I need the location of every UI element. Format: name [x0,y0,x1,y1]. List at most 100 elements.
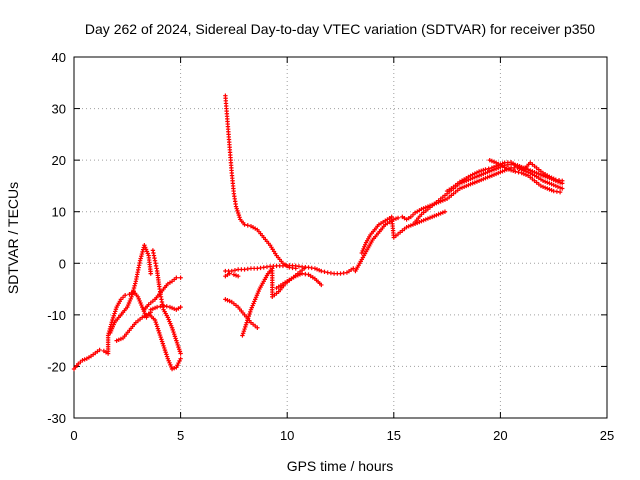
data-point [231,272,237,277]
data-point [236,212,242,218]
data-point [163,350,168,355]
data-point [551,182,556,188]
data-point [472,175,478,180]
data-point [468,182,473,187]
data-point [479,172,484,177]
data-point [111,313,116,318]
data-point [113,309,118,314]
data-point [157,332,163,338]
data-point [496,170,501,176]
data-point [138,256,143,261]
data-point [131,285,137,291]
data-point [351,266,356,271]
y-tick-label: -30 [47,411,66,426]
data-point [470,181,475,186]
data-point [245,316,251,321]
data-point [519,170,524,176]
data-points [71,93,565,372]
data-point [466,182,471,188]
data-point [487,157,492,163]
data-point [295,273,301,278]
data-point [427,215,433,220]
data-point [421,218,426,223]
data-point [553,183,559,189]
data-point [474,174,480,179]
data-point [530,169,535,174]
data-point [172,306,177,312]
data-point [139,251,145,257]
data-point [105,333,111,338]
x-axis-label: GPS time / hours [287,458,394,474]
data-point [506,167,512,172]
data-point [80,358,85,363]
data-point [233,204,239,209]
data-point [170,327,175,333]
data-point [237,215,242,220]
data-point [479,168,484,174]
y-tick-label: 40 [52,50,66,65]
data-point [154,324,160,329]
data-point [297,272,303,277]
data-point [242,326,247,332]
data-point [161,303,166,308]
data-point [302,266,307,271]
data-point [493,171,499,177]
data-point [232,268,238,273]
data-point [174,338,179,343]
data-point [133,281,138,286]
data-point [436,212,441,217]
data-point [110,317,115,323]
data-point [312,266,318,271]
data-point [404,224,409,230]
data-point [483,167,488,172]
data-point [523,172,529,177]
series-1 [71,243,183,372]
data-point [234,206,239,211]
data-point [487,169,492,174]
data-point [557,185,563,190]
data-point [171,329,176,335]
data-point [140,249,145,255]
data-point [164,352,169,357]
data-point [139,254,144,259]
y-tick-label: 30 [52,102,66,117]
data-point [164,354,170,359]
data-point [150,306,156,312]
data-point [148,307,153,312]
data-point [243,324,248,330]
data-point [319,282,324,288]
data-point [423,217,428,222]
data-point [560,186,565,191]
data-point [172,334,178,339]
data-point [434,212,439,218]
data-point [476,178,482,183]
data-point [489,173,495,178]
data-point [472,180,478,185]
data-point [549,188,554,193]
data-point [169,305,175,311]
data-point [474,179,480,184]
data-point [227,271,232,276]
data-point [122,293,128,298]
data-point [82,357,87,362]
data-point [498,169,503,175]
data-point [152,317,158,323]
data-point [485,169,490,175]
data-point [114,338,119,343]
data-point [118,336,124,342]
data-point [223,297,228,302]
data-point [483,175,488,181]
data-point [229,268,234,274]
data-point [130,290,135,295]
data-point [421,206,426,211]
data-point [485,175,490,180]
data-point [538,183,544,189]
data-point [161,343,166,348]
data-point [157,330,162,336]
data-point [560,178,565,183]
data-point [442,197,448,202]
data-point [521,171,527,177]
data-point [429,214,435,220]
data-point [162,347,168,353]
y-tick-label: 20 [52,153,66,168]
